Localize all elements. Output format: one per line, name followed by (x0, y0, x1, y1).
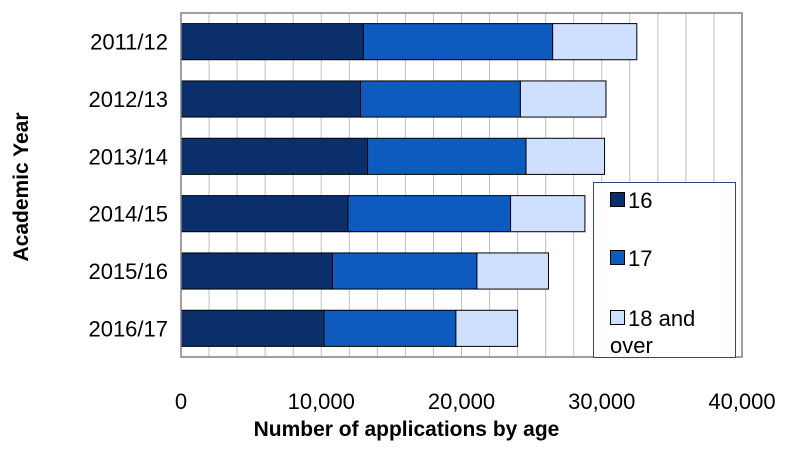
bar-2012-13-series-1 (360, 80, 521, 118)
bar-2011-12-series-2 (552, 23, 638, 61)
category-label: 2012/13 (88, 87, 168, 112)
category-label: 2014/15 (88, 202, 168, 227)
bar-2014-15-series-1 (347, 195, 512, 233)
bar-2016-17-series-0 (180, 309, 325, 347)
category-label: 2016/17 (88, 316, 168, 341)
bar-2014-15-series-2 (510, 195, 586, 233)
legend-item-16: 16 (610, 187, 730, 214)
plot-frame (180, 12, 743, 358)
bar-2016-17-series-2 (455, 309, 519, 347)
bar-2012-13-series-0 (180, 80, 362, 118)
legend: 16 17 18 and over (593, 182, 736, 358)
category-label: 2015/16 (88, 259, 168, 284)
x-tick-label: 40,000 (708, 389, 775, 414)
bar-2013-14-series-0 (180, 137, 369, 175)
legend-swatch-18-and-over (610, 310, 625, 326)
x-tick-label: 10,000 (288, 389, 355, 414)
bar-2012-13-series-2 (519, 80, 607, 118)
x-tick-labels: 0 10,000 20,000 30,000 40,000 (175, 389, 776, 414)
legend-label-16: 16 (628, 188, 653, 214)
legend-swatch-17 (610, 250, 625, 266)
bar-2011-12-series-0 (180, 23, 364, 61)
category-label: 2013/14 (88, 144, 168, 169)
x-tick-label: 30,000 (568, 389, 635, 414)
bar-2013-14-series-1 (367, 137, 527, 175)
bar-2016-17-series-1 (323, 309, 457, 347)
legend-label-18-and-over: 18 and over (610, 306, 696, 359)
legend-item-17: 17 (610, 245, 730, 272)
y-axis-title: Academic Year (10, 112, 33, 261)
bar-2015-16-series-1 (331, 252, 478, 290)
bar-2015-16-series-2 (476, 252, 549, 290)
x-tick-label: 0 (175, 389, 187, 414)
category-label: 2011/12 (90, 30, 168, 55)
bar-2013-14-series-2 (525, 137, 606, 175)
legend-swatch-16 (610, 192, 625, 208)
category-labels: 2011/12 2012/13 2013/14 2014/15 2015/16 2016/… (88, 30, 168, 342)
bar-2011-12-series-1 (362, 23, 554, 61)
legend-label-17: 17 (628, 246, 653, 272)
x-tick-label: 20,000 (428, 389, 495, 414)
bar-2014-15-series-0 (180, 195, 349, 233)
legend-item-18-and-over: 18 and over (610, 305, 706, 359)
bar-2015-16-series-0 (180, 252, 333, 290)
bar-layer (180, 23, 638, 347)
x-axis-title: Number of applications by age (254, 418, 560, 441)
